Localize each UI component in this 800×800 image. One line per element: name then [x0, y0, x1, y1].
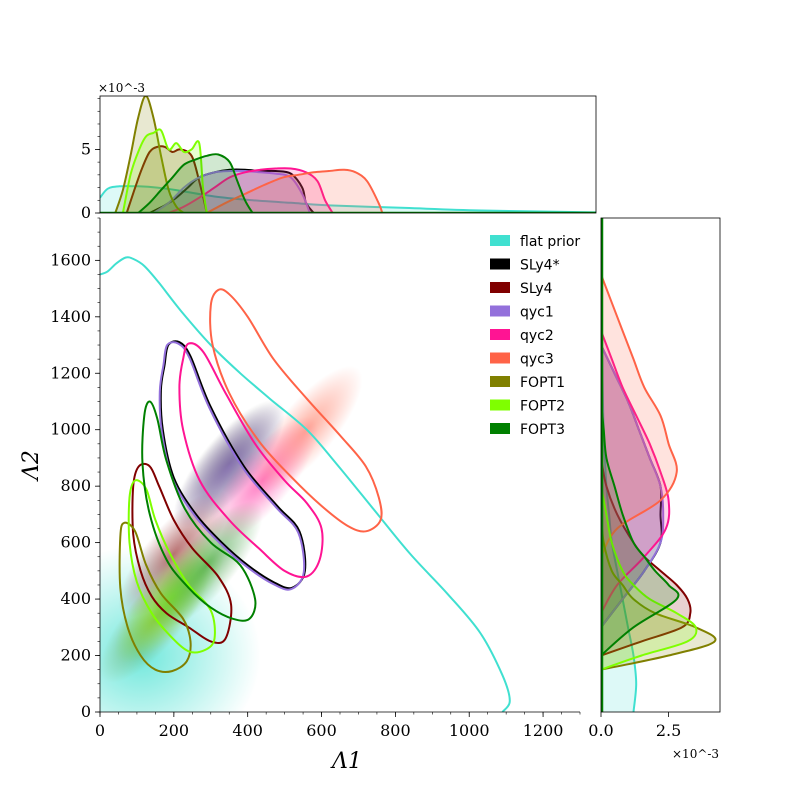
top-marginal-scale-label: ×10^-3: [98, 81, 145, 95]
joint-y-ticks: 0 200 400 600 800 1000 1200 1400 1600: [50, 217, 100, 721]
top-line-sly4: [125, 145, 208, 213]
top-line-sly4-star: [149, 168, 315, 213]
y-tick-label: 200: [60, 646, 91, 665]
legend-swatch: [490, 305, 510, 317]
y-tick-label: 1600: [50, 250, 91, 269]
x-tick-label: 200: [159, 721, 190, 740]
top-marginal-y-ticks: 05: [81, 98, 100, 222]
legend-swatch: [490, 282, 510, 293]
top-marginal-panel: 05 ×10^-3: [81, 81, 597, 222]
right-marginal-panel: 0.0 2.5 ×10^-3: [588, 217, 721, 761]
top-marginal-frame: [99, 95, 597, 214]
joint-contour-layer: [100, 256, 511, 712]
y-tick-label: 600: [60, 533, 91, 552]
legend-item-sly4: SLy4: [490, 281, 553, 297]
right-line-fopt1: [601, 514, 717, 671]
top-area-flat-prior: [100, 186, 596, 213]
right-area-qyc3: [601, 274, 677, 557]
right-marginal-scale-label: ×10^-3: [672, 747, 719, 761]
joint-panel: 0 200 400 600 800 1000 1200 0 200 400 600 800 1000 1…: [19, 217, 581, 774]
legend-swatch: [490, 399, 510, 411]
right-marginal-areas: [601, 218, 717, 712]
legend-label: FOPT2: [520, 399, 565, 415]
legend-swatch: [490, 258, 510, 270]
legend: flat prior SLy4* SLy4 qyc1 qyc2 qyc3 FOPT1 FOPT…: [490, 234, 580, 438]
x-tick-label: 0: [95, 721, 105, 740]
y-tick-label: 1200: [50, 363, 91, 382]
y-tick-label: 400: [60, 589, 91, 608]
legend-swatch: [490, 376, 510, 387]
top-line-fopt1: [114, 96, 185, 213]
right-area-qyc2: [601, 330, 670, 614]
contour-sly4: [131, 462, 233, 644]
x-tick-label: 1000: [449, 721, 490, 740]
legend-item-qyc3: qyc3: [490, 352, 554, 368]
legend-swatch: [490, 329, 510, 340]
legend-label: qyc2: [520, 328, 554, 344]
top-line-flat-prior: [100, 185, 596, 213]
y-tick-label: 0: [81, 702, 91, 721]
legend-label: FOPT1: [520, 375, 565, 391]
density-qyc1: [173, 402, 285, 531]
joint-x-ticks: 0 200 400 600 800 1000 1200: [95, 712, 581, 740]
contour-qyc3: [209, 288, 383, 533]
joint-y-axis-label: Λ2: [19, 450, 44, 482]
right-marginal-x-ticks: 0.0 2.5: [588, 712, 681, 740]
joint-x-axis-label: Λ1: [330, 749, 362, 774]
legend-item-qyc1: qyc1: [490, 305, 554, 321]
right-line-qyc3: [601, 274, 678, 558]
contour-flat-prior: [100, 256, 511, 712]
y-tick-label: 1400: [50, 307, 91, 326]
legend-label: flat prior: [520, 234, 580, 250]
legend-item-flat-prior: flat prior: [490, 234, 580, 250]
top-line-fopt2: [121, 128, 208, 213]
legend-label: SLy4*: [520, 258, 560, 274]
top-y-tick-label: 5: [81, 139, 91, 158]
legend-item-fopt2: FOPT2: [490, 399, 565, 415]
top-y-tick-label: 0: [81, 203, 91, 222]
x-tick-label: 1200: [523, 721, 564, 740]
right-x-tick-label: 0.0: [588, 721, 613, 740]
right-area-fopt2: [601, 486, 697, 670]
top-line-qyc2: [168, 167, 334, 213]
contour-qyc2: [178, 342, 324, 579]
x-tick-label: 600: [306, 721, 337, 740]
right-area-fopt3: [601, 401, 679, 656]
x-tick-label: 800: [380, 721, 411, 740]
right-marginal-frame: [600, 217, 721, 713]
top-line-qyc1: [152, 169, 311, 213]
right-area-flat-prior: [601, 218, 637, 712]
right-line-qyc2: [601, 330, 671, 614]
x-tick-label: 400: [232, 721, 263, 740]
legend-item-sly4-star: SLy4*: [490, 258, 560, 274]
y-tick-label: 1000: [50, 420, 91, 439]
top-line-fopt3: [137, 153, 254, 213]
legend-item-qyc2: qyc2: [490, 328, 554, 344]
legend-label: SLy4: [520, 281, 553, 297]
legend-item-fopt3: FOPT3: [490, 422, 565, 438]
legend-label: qyc1: [520, 305, 554, 321]
legend-swatch: [490, 235, 510, 246]
legend-label: qyc3: [520, 352, 554, 368]
top-line-qyc3: [206, 168, 384, 213]
contour-fopt2: [127, 479, 216, 654]
right-line-fopt3: [601, 401, 680, 657]
legend-item-fopt1: FOPT1: [490, 375, 565, 391]
top-area-fopt3: [138, 154, 253, 213]
top-area-qyc3: [206, 169, 383, 213]
y-tick-label: 800: [60, 476, 91, 495]
legend-swatch: [490, 423, 510, 434]
legend-swatch: [490, 352, 510, 364]
right-line-sly4: [601, 457, 692, 657]
contour-fopt3: [141, 400, 257, 622]
top-marginal-areas: [100, 96, 596, 213]
top-area-fopt2: [122, 129, 207, 213]
right-x-tick-label: 2.5: [656, 721, 681, 740]
right-line-fopt2: [601, 486, 698, 671]
legend-label: FOPT3: [520, 422, 565, 438]
